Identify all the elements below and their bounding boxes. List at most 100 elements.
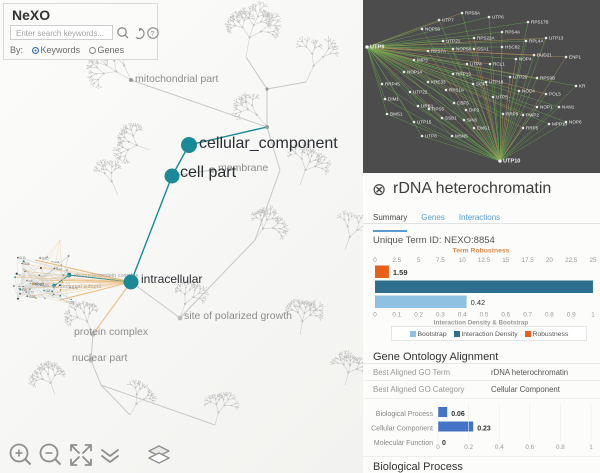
svg-text:1.59: 1.59 bbox=[393, 268, 408, 277]
svg-text:RCL1: RCL1 bbox=[493, 62, 505, 67]
svg-text:UTP4: UTP4 bbox=[470, 62, 482, 67]
svg-text:10: 10 bbox=[459, 257, 467, 264]
svg-text:MSN5: MSN5 bbox=[455, 134, 468, 139]
svg-text:UTP8: UTP8 bbox=[425, 134, 437, 139]
svg-text:MPP10: MPP10 bbox=[552, 122, 568, 127]
svg-text:0.4: 0.4 bbox=[458, 312, 467, 319]
svg-text:25: 25 bbox=[589, 257, 597, 264]
svg-text:UTP9: UTP9 bbox=[370, 45, 384, 51]
svg-text:UTP20: UTP20 bbox=[513, 75, 528, 80]
svg-text:UTP13: UTP13 bbox=[549, 36, 564, 41]
svg-text:Molecular Function: Molecular Function bbox=[374, 440, 433, 447]
svg-text:RRP12: RRP12 bbox=[456, 72, 471, 77]
svg-text:KRE33: KRE33 bbox=[431, 80, 446, 85]
svg-text:RPS22A: RPS22A bbox=[477, 36, 496, 41]
svg-text:UTP5: UTP5 bbox=[496, 95, 508, 100]
svg-text:UTP21: UTP21 bbox=[446, 39, 461, 44]
svg-text:NAN1: NAN1 bbox=[562, 105, 575, 110]
svg-text:NOP1: NOP1 bbox=[540, 105, 553, 110]
svg-text:KR: KR bbox=[579, 84, 586, 89]
svg-text:Cellular Component: Cellular Component bbox=[371, 426, 433, 433]
svg-text:0.5: 0.5 bbox=[480, 312, 489, 319]
svg-text:0: 0 bbox=[373, 257, 377, 264]
svg-text:0.7: 0.7 bbox=[523, 312, 532, 319]
svg-text:G44: G44 bbox=[54, 260, 60, 264]
svg-text:POL5: POL5 bbox=[549, 92, 561, 97]
svg-text:Biological Process: Biological Process bbox=[376, 411, 434, 418]
svg-text:DIP2: DIP2 bbox=[469, 108, 480, 113]
svg-text:0.4: 0.4 bbox=[495, 444, 504, 451]
svg-text:2.5: 2.5 bbox=[392, 257, 401, 264]
svg-text:0.8: 0.8 bbox=[556, 444, 565, 451]
svg-text:EMG1: EMG1 bbox=[477, 126, 490, 131]
svg-text:UTP15: UTP15 bbox=[417, 120, 432, 125]
svg-text:7.5: 7.5 bbox=[436, 257, 445, 264]
svg-text:G38: G38 bbox=[24, 262, 30, 266]
svg-text:RPS17B: RPS17B bbox=[531, 20, 549, 25]
svg-text:SOF1: SOF1 bbox=[476, 82, 488, 87]
svg-text:0.6: 0.6 bbox=[525, 444, 534, 451]
svg-text:UTP6: UTP6 bbox=[492, 15, 504, 20]
svg-text:1: 1 bbox=[589, 444, 593, 451]
svg-text:1: 1 bbox=[591, 312, 595, 319]
svg-text:NOP56: NOP56 bbox=[425, 27, 441, 32]
svg-text:SSB1: SSB1 bbox=[445, 116, 457, 121]
svg-text:G79: G79 bbox=[72, 286, 78, 290]
svg-text:20: 20 bbox=[546, 257, 554, 264]
svg-text:RPS7A: RPS7A bbox=[431, 49, 447, 54]
svg-text:G61: G61 bbox=[68, 301, 74, 305]
svg-text:UTP18: UTP18 bbox=[489, 80, 504, 85]
svg-text:RPS8A: RPS8A bbox=[465, 11, 481, 16]
svg-text:UTP10: UTP10 bbox=[503, 159, 520, 165]
svg-text:0.23: 0.23 bbox=[477, 426, 491, 433]
svg-text:G8: G8 bbox=[46, 289, 51, 293]
svg-text:DIM1: DIM1 bbox=[388, 97, 399, 102]
svg-text:RPL4A: RPL4A bbox=[529, 39, 544, 44]
svg-text:UTP22: UTP22 bbox=[413, 90, 428, 95]
svg-text:G30: G30 bbox=[42, 256, 49, 260]
svg-text:15: 15 bbox=[502, 257, 510, 264]
svg-text:NOP58: NOP58 bbox=[456, 47, 472, 52]
svg-text:0.2: 0.2 bbox=[414, 312, 423, 319]
svg-text:0: 0 bbox=[436, 444, 440, 451]
svg-text:RRP45: RRP45 bbox=[385, 82, 400, 87]
svg-text:0.6: 0.6 bbox=[501, 312, 510, 319]
svg-text:UTP7: UTP7 bbox=[442, 18, 454, 23]
svg-text:NOP4: NOP4 bbox=[519, 57, 532, 62]
svg-text:SSA1: SSA1 bbox=[477, 47, 489, 52]
svg-text:0.8: 0.8 bbox=[545, 312, 554, 319]
svg-text:0.1: 0.1 bbox=[392, 312, 401, 319]
svg-text:RPS4A: RPS4A bbox=[505, 30, 521, 35]
svg-text:G20: G20 bbox=[42, 284, 48, 288]
svg-text:BUD21: BUD21 bbox=[537, 53, 552, 58]
svg-text:PWP2: PWP2 bbox=[526, 113, 539, 118]
svg-text:SIK6: SIK6 bbox=[467, 118, 477, 123]
svg-text:0: 0 bbox=[442, 440, 446, 447]
svg-text:IMP3: IMP3 bbox=[417, 58, 428, 63]
svg-text:0.3: 0.3 bbox=[436, 312, 445, 319]
svg-text:RPS1A: RPS1A bbox=[449, 88, 465, 93]
svg-text:22.5: 22.5 bbox=[565, 257, 578, 264]
svg-text:0.06: 0.06 bbox=[451, 411, 465, 418]
svg-text:Term Robustness: Term Robustness bbox=[453, 248, 510, 255]
svg-text:RPS9B: RPS9B bbox=[540, 76, 555, 81]
svg-text:G11: G11 bbox=[19, 256, 26, 260]
svg-text:5: 5 bbox=[417, 257, 421, 264]
svg-text:0: 0 bbox=[373, 312, 377, 319]
svg-text:G54: G54 bbox=[35, 281, 43, 286]
svg-text:?: ? bbox=[151, 31, 156, 38]
svg-text:RRP5: RRP5 bbox=[526, 126, 539, 131]
svg-text:G68: G68 bbox=[29, 295, 36, 299]
svg-text:CBF5: CBF5 bbox=[457, 101, 469, 106]
svg-text:NOC4: NOC4 bbox=[522, 89, 535, 94]
svg-text:17.5: 17.5 bbox=[521, 257, 534, 264]
svg-text:NOP14: NOP14 bbox=[407, 70, 423, 75]
svg-text:RPS5: RPS5 bbox=[432, 107, 444, 112]
svg-text:0.9: 0.9 bbox=[567, 312, 576, 319]
svg-text:HSC82: HSC82 bbox=[505, 45, 520, 50]
svg-text:G70: G70 bbox=[28, 291, 34, 295]
svg-text:ENP1: ENP1 bbox=[569, 55, 581, 60]
svg-text:NOP6: NOP6 bbox=[569, 120, 582, 125]
svg-text:G9: G9 bbox=[28, 279, 32, 283]
svg-text:BMS1: BMS1 bbox=[390, 112, 403, 117]
